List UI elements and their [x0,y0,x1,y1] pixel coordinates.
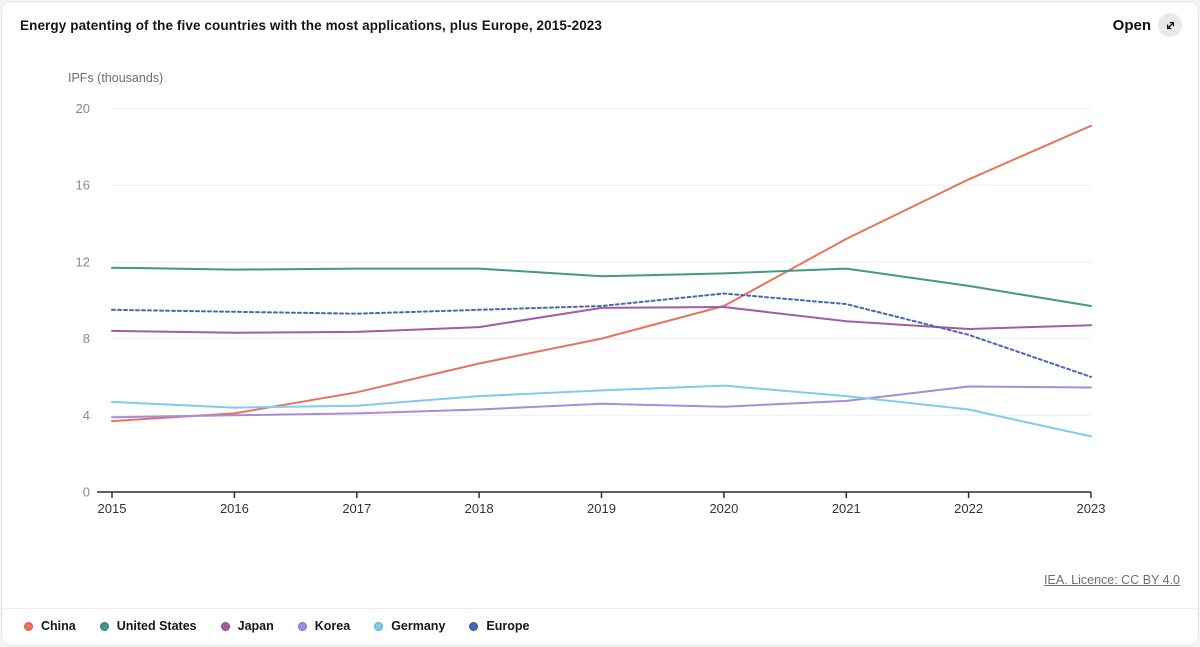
chart-legend: China United States Japan Korea Germany … [24,613,529,639]
legend-item-germany[interactable]: Germany [374,619,445,633]
legend-item-korea[interactable]: Korea [298,619,350,633]
x-tick-label: 2020 [709,501,738,516]
united-states-series-dot-icon [100,622,109,631]
x-tick-label: 2021 [832,501,861,516]
series-line-united-states [112,268,1091,306]
series-line-germany [112,386,1091,437]
y-tick-label: 8 [83,331,90,346]
china-series-dot-icon [24,622,33,631]
legend-item-united-states[interactable]: United States [100,619,197,633]
x-tick-label: 2015 [98,501,127,516]
y-tick-label: 0 [83,485,90,500]
legend-divider [2,608,1199,609]
x-tick-label: 2018 [465,501,494,516]
legend-item-china[interactable]: China [24,619,76,633]
legend-item-europe[interactable]: Europe [469,619,529,633]
line-chart: 0 4 8 12 16 20 2015 2016 2017 2018 2019 2020 2021 202… [2,2,1199,562]
legend-item-japan[interactable]: Japan [221,619,274,633]
y-tick-label: 4 [83,408,90,423]
japan-series-dot-icon [221,622,230,631]
x-tick-label: 2023 [1077,501,1106,516]
series-line-europe [112,294,1091,377]
germany-series-dot-icon [374,622,383,631]
y-tick-label: 20 [76,101,90,116]
series-line-china [112,126,1091,421]
license-link[interactable]: IEA. Licence: CC BY 4.0 [1044,573,1180,587]
chart-card: Energy patenting of the five countries w… [1,1,1199,646]
europe-series-dot-icon [469,622,478,631]
x-tick-label: 2017 [342,501,371,516]
y-tick-label: 16 [76,178,90,193]
y-tick-label: 12 [76,254,90,269]
x-tick-label: 2019 [587,501,616,516]
x-tick-label: 2022 [954,501,983,516]
x-tick-label: 2016 [220,501,249,516]
korea-series-dot-icon [298,622,307,631]
